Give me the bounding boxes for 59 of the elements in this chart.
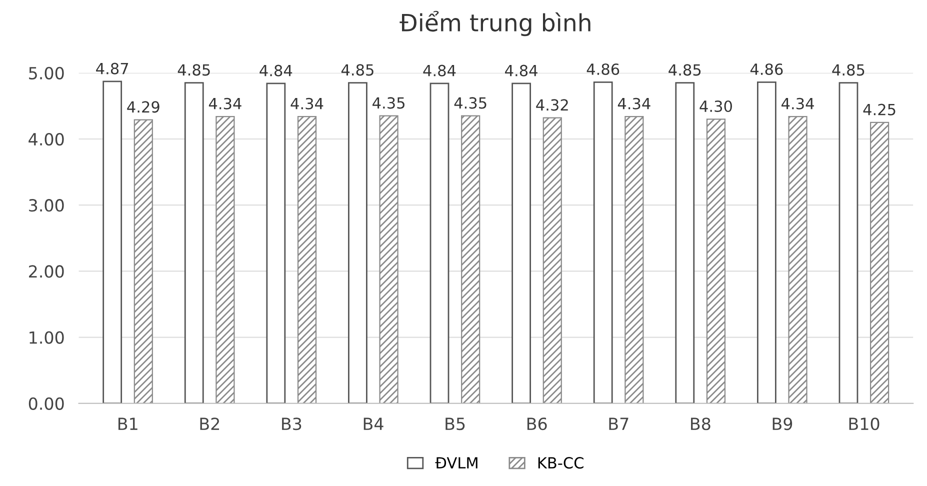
bar bbox=[184, 82, 204, 404]
x-tick-label: B8 bbox=[691, 418, 710, 430]
data-label: 4.35 bbox=[454, 97, 486, 109]
x-tick-label: B1 bbox=[118, 418, 138, 430]
x-tick-label: B9 bbox=[772, 418, 792, 430]
y-tick-label: 1.00 bbox=[30, 331, 64, 344]
bar bbox=[461, 115, 480, 404]
data-label: 4.85 bbox=[178, 64, 210, 76]
data-label: 4.85 bbox=[341, 64, 374, 76]
x-tick-label: B5 bbox=[446, 418, 465, 430]
x-tick-label: B4 bbox=[364, 418, 384, 430]
data-label: 4.35 bbox=[372, 97, 404, 109]
bar bbox=[624, 116, 644, 404]
bar bbox=[430, 82, 450, 404]
y-tick-label: 5.00 bbox=[29, 66, 64, 80]
data-label: 4.85 bbox=[832, 64, 864, 76]
bar bbox=[838, 82, 858, 404]
bar bbox=[102, 80, 122, 404]
bar bbox=[297, 116, 317, 404]
legend-label: KB-CC bbox=[538, 457, 584, 469]
bar bbox=[756, 81, 776, 404]
data-label: 4.34 bbox=[782, 98, 814, 110]
x-tick-label: B2 bbox=[200, 418, 220, 430]
data-label: 4.84 bbox=[505, 64, 538, 76]
data-label: 4.87 bbox=[96, 62, 128, 74]
bar bbox=[348, 82, 368, 404]
bar bbox=[134, 119, 153, 404]
data-label: 4.84 bbox=[260, 64, 292, 76]
bar bbox=[593, 81, 613, 404]
legend-label: ĐVLM bbox=[435, 457, 478, 468]
data-label: 4.29 bbox=[127, 101, 160, 113]
bar bbox=[266, 82, 286, 404]
x-tick-label: B10 bbox=[849, 418, 880, 430]
y-tick-label: 3.00 bbox=[29, 199, 64, 212]
x-tick-label: B6 bbox=[527, 418, 547, 430]
bar bbox=[542, 117, 562, 404]
data-label: 4.84 bbox=[423, 64, 456, 76]
bar bbox=[512, 82, 531, 404]
bar bbox=[788, 116, 808, 404]
y-tick-label: 0.00 bbox=[28, 397, 64, 410]
x-tick-label: B7 bbox=[609, 418, 628, 430]
y-tick-label: 2.00 bbox=[29, 265, 64, 278]
data-label: 4.30 bbox=[700, 100, 732, 112]
data-label: 4.86 bbox=[750, 63, 783, 76]
data-label: 4.25 bbox=[863, 104, 896, 116]
data-label: 4.34 bbox=[618, 98, 650, 110]
x-tick-label: B3 bbox=[282, 418, 302, 430]
data-label: 4.85 bbox=[668, 64, 701, 76]
chart-title: Điểm trung bình bbox=[400, 10, 590, 36]
data-label: 4.34 bbox=[208, 98, 242, 110]
data-label: 4.32 bbox=[536, 99, 568, 111]
data-label: 4.34 bbox=[290, 98, 324, 110]
y-tick-label: 4.00 bbox=[28, 132, 64, 146]
bar bbox=[706, 118, 726, 404]
bar bbox=[675, 82, 695, 404]
bar bbox=[870, 122, 890, 404]
data-label: 4.86 bbox=[586, 63, 620, 76]
bar bbox=[379, 115, 398, 404]
bar bbox=[216, 116, 235, 404]
